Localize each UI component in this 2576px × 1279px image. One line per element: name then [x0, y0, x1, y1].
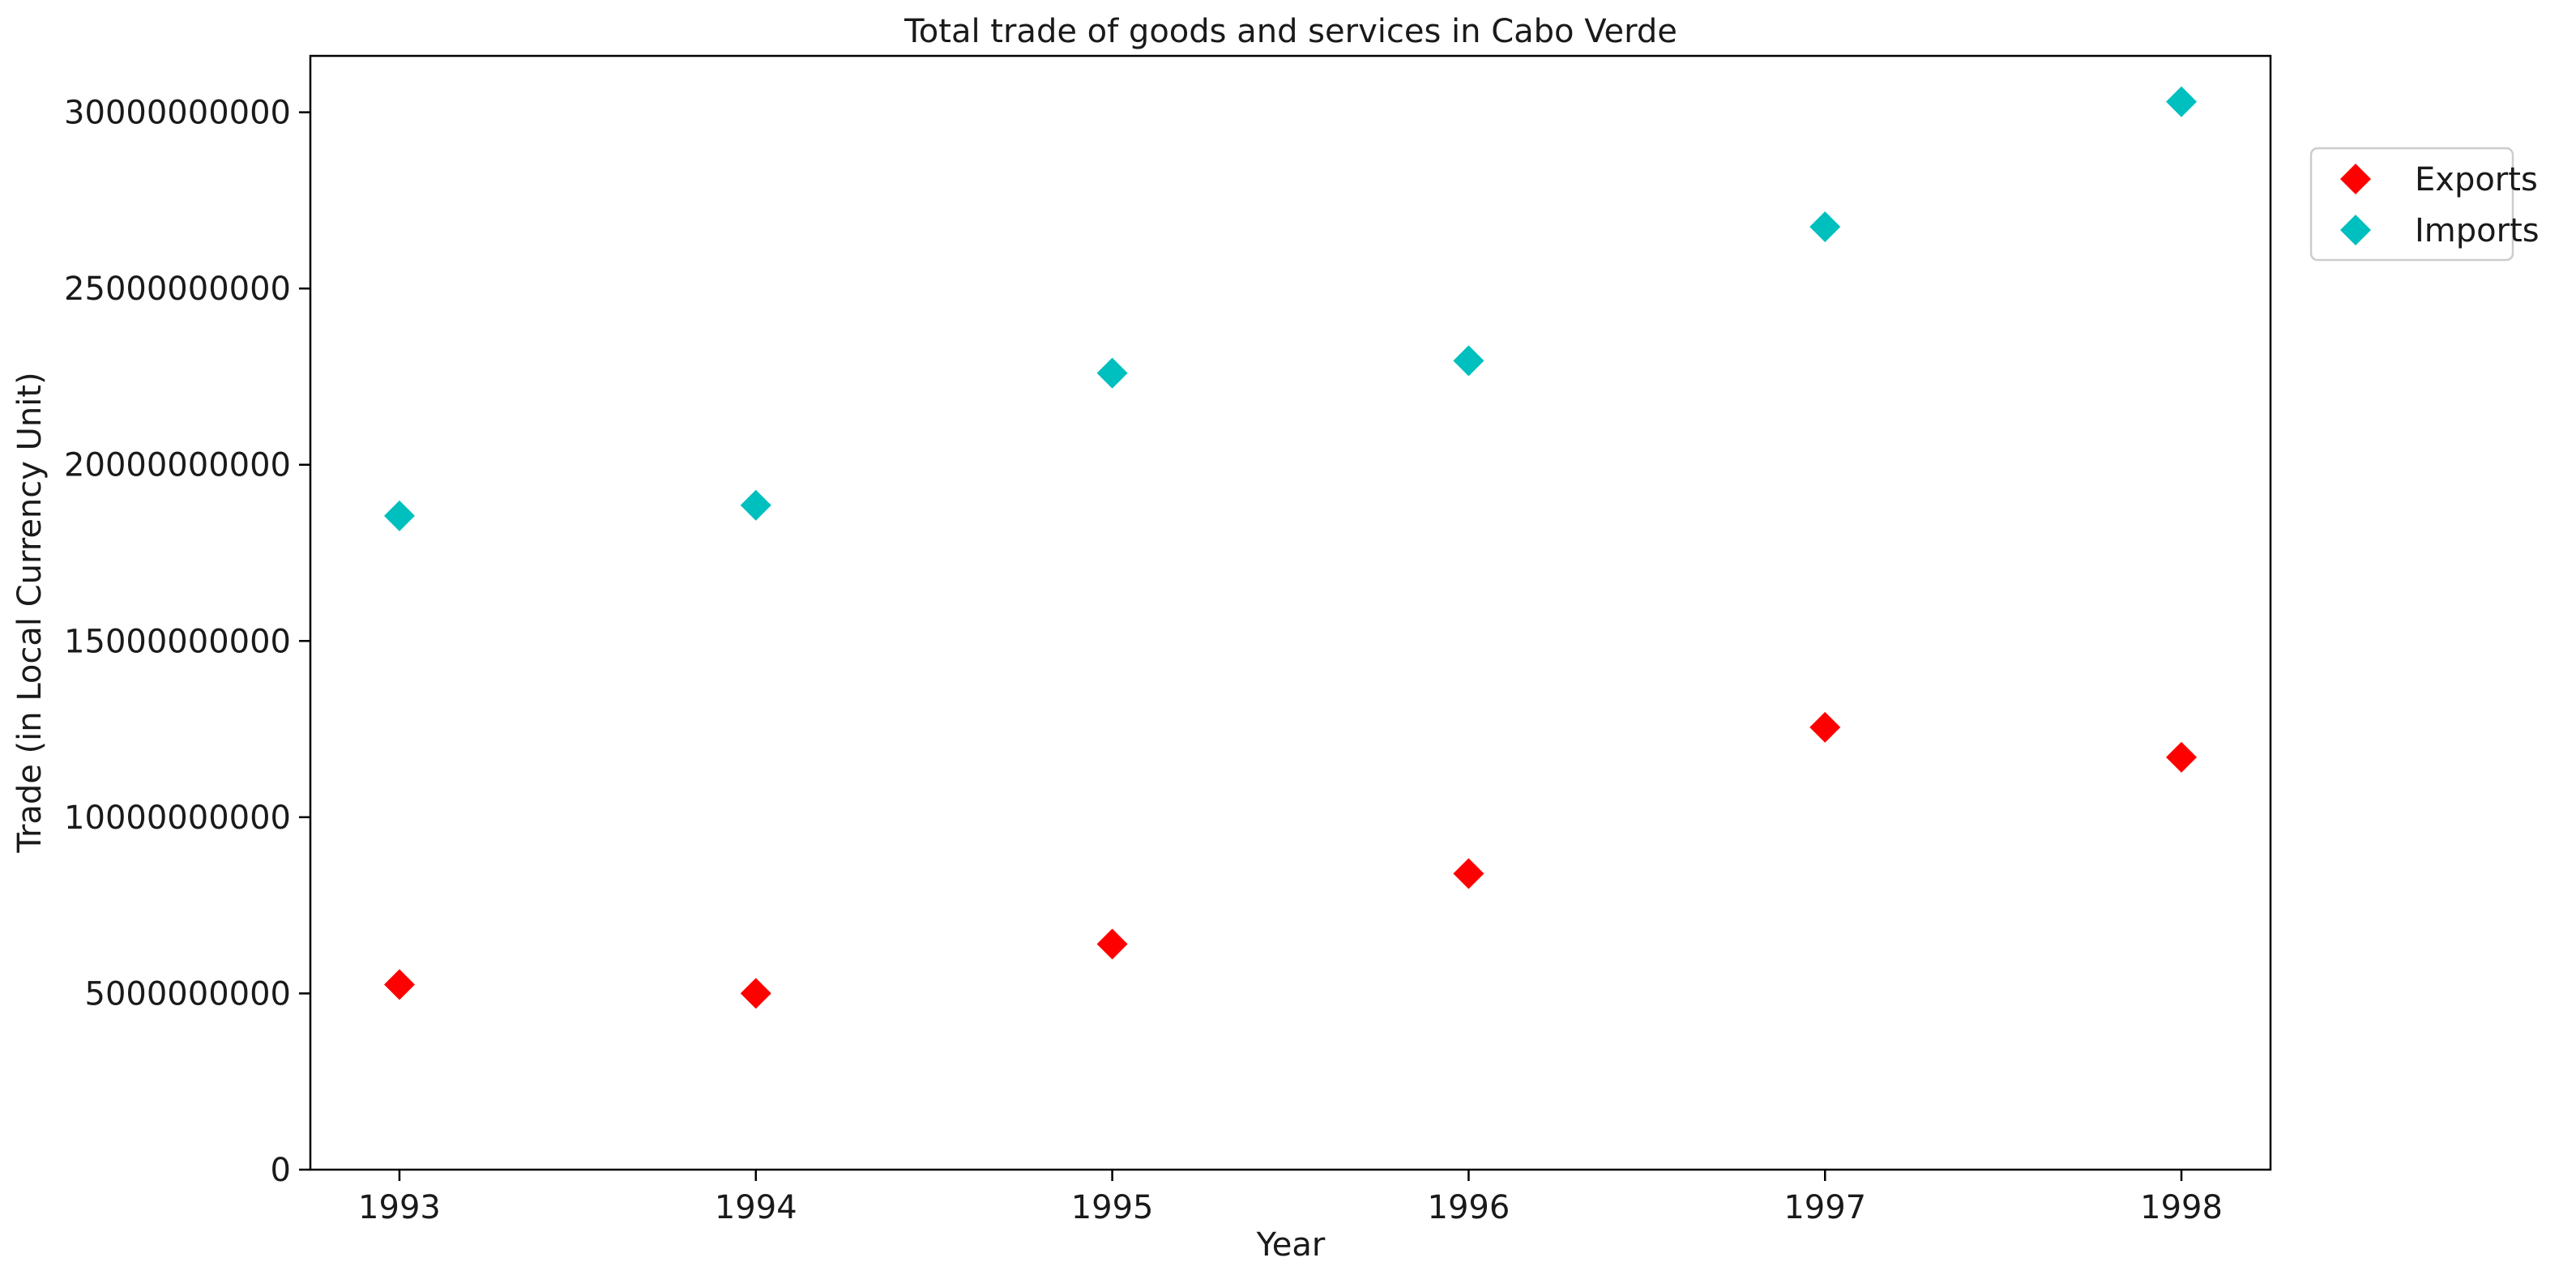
x-tick-label: 1994 — [715, 1189, 797, 1226]
legend-label-exports: Exports — [2415, 161, 2538, 198]
x-tick-label: 1995 — [1071, 1189, 1154, 1226]
x-axis-label: Year — [1256, 1226, 1326, 1264]
imports-point — [740, 489, 771, 521]
imports-point — [1809, 211, 1841, 243]
y-axis-ticks: 0 5000000000 10000000000 15000000000 2000000… — [64, 95, 310, 1189]
imports-point — [1453, 345, 1485, 377]
y-tick-label: 0 — [271, 1152, 291, 1189]
exports-point — [1453, 858, 1485, 889]
y-tick-label: 5000000000 — [85, 975, 292, 1013]
y-tick-label: 25000000000 — [64, 271, 291, 308]
x-tick-label: 1997 — [1784, 1189, 1866, 1226]
legend-marker-exports — [2340, 164, 2371, 194]
chart-title: Total trade of goods and services in Cab… — [904, 13, 1677, 50]
legend-label-imports: Imports — [2415, 212, 2540, 249]
legend: Exports Imports — [2309, 147, 2540, 262]
y-tick-label: 20000000000 — [64, 447, 291, 484]
imports-point — [2166, 86, 2198, 117]
exports-point — [740, 978, 771, 1009]
x-tick-label: 1998 — [2140, 1189, 2223, 1226]
imports-point — [1096, 357, 1128, 389]
imports-point — [383, 500, 415, 531]
data-points — [383, 86, 2198, 1009]
y-tick-label: 10000000000 — [64, 799, 291, 837]
x-tick-label: 1993 — [358, 1189, 441, 1226]
exports-point — [1096, 928, 1128, 960]
plot-area-frame — [309, 54, 2272, 1171]
y-tick-label: 15000000000 — [64, 623, 291, 660]
y-axis-label: Trade (in Local Currency Unit) — [11, 372, 49, 853]
exports-point — [383, 969, 415, 1000]
exports-point — [2166, 741, 2198, 773]
x-axis-ticks: 1993 1994 1995 1996 1997 1998 — [358, 1170, 2223, 1226]
legend-marker-imports — [2340, 215, 2371, 245]
x-tick-label: 1996 — [1428, 1189, 1510, 1226]
exports-point — [1809, 711, 1841, 743]
y-tick-label: 30000000000 — [64, 95, 291, 132]
